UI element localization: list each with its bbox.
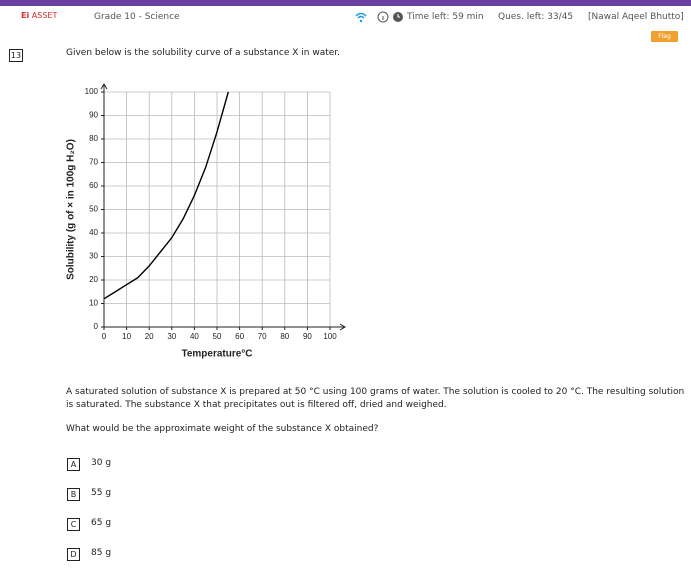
y-tick-label: 50 — [89, 205, 98, 214]
flag-button[interactable]: Flag — [651, 31, 678, 42]
y-axis-label: Solubility (g of × in 100g H₂O) — [66, 139, 77, 280]
x-tick-label: 60 — [235, 332, 244, 341]
status-icons — [355, 11, 403, 23]
option-text[interactable]: 55 g — [91, 488, 112, 498]
logo-text: ASSET — [31, 11, 58, 20]
x-axis — [104, 323, 346, 331]
y-tick-label: 60 — [89, 181, 98, 190]
logo: Ei ASSET — [21, 11, 57, 20]
y-tick-label: 0 — [94, 322, 99, 331]
x-axis-label: Temperature°C — [181, 349, 252, 360]
y-tick-label: 20 — [89, 275, 98, 284]
x-tick-label: 90 — [303, 332, 312, 341]
y-tick-label: 90 — [89, 111, 98, 120]
question-number: 13 — [9, 49, 23, 62]
option-letter[interactable]: C — [67, 518, 80, 531]
option-text[interactable]: 85 g — [91, 548, 112, 558]
y-tick-label: 10 — [89, 299, 98, 308]
user-name: [Nawal Aqeel Bhutto] — [588, 12, 684, 22]
y-tick-label: 80 — [89, 134, 98, 143]
x-tick-label: 50 — [213, 332, 222, 341]
x-tick-label: 0 — [102, 332, 107, 341]
x-tick-label: 100 — [323, 332, 337, 341]
y-tick-label: 30 — [89, 252, 98, 261]
x-tick-label: 40 — [190, 332, 199, 341]
x-tick-label: 70 — [258, 332, 267, 341]
logo-mark: Ei — [21, 11, 30, 20]
time-left: Time left: 59 min — [407, 12, 484, 22]
question-prompt: What would be the approximate weight of … — [66, 424, 379, 434]
option-text[interactable]: 30 g — [91, 458, 112, 468]
question-intro: Given below is the solubility curve of a… — [66, 48, 341, 58]
questions-left: Ques. left: 33/45 — [498, 12, 574, 22]
solubility-curve — [103, 91, 229, 300]
y-tick-label: 70 — [89, 158, 98, 167]
x-tick-label: 10 — [122, 332, 131, 341]
top-bar — [0, 0, 691, 6]
y-tick-label: 40 — [89, 228, 98, 237]
subject: Grade 10 - Science — [94, 12, 180, 22]
question-body: A saturated solution of substance X is p… — [66, 387, 685, 410]
option-letter[interactable]: A — [67, 458, 80, 471]
y-tick-label: 100 — [85, 87, 99, 96]
option-letter[interactable]: B — [67, 488, 80, 501]
option-text[interactable]: 65 g — [91, 518, 112, 528]
chart: 0 10 20 30 40 50 60 70 80 90 100 0 10 20 30 40 50 60 70 80 9… — [66, 83, 346, 360]
x-tick-label: 30 — [167, 332, 176, 341]
option-letter[interactable]: D — [67, 548, 80, 561]
x-tick-label: 20 — [145, 332, 154, 341]
y-axis — [100, 83, 108, 327]
x-tick-label: 80 — [280, 332, 289, 341]
